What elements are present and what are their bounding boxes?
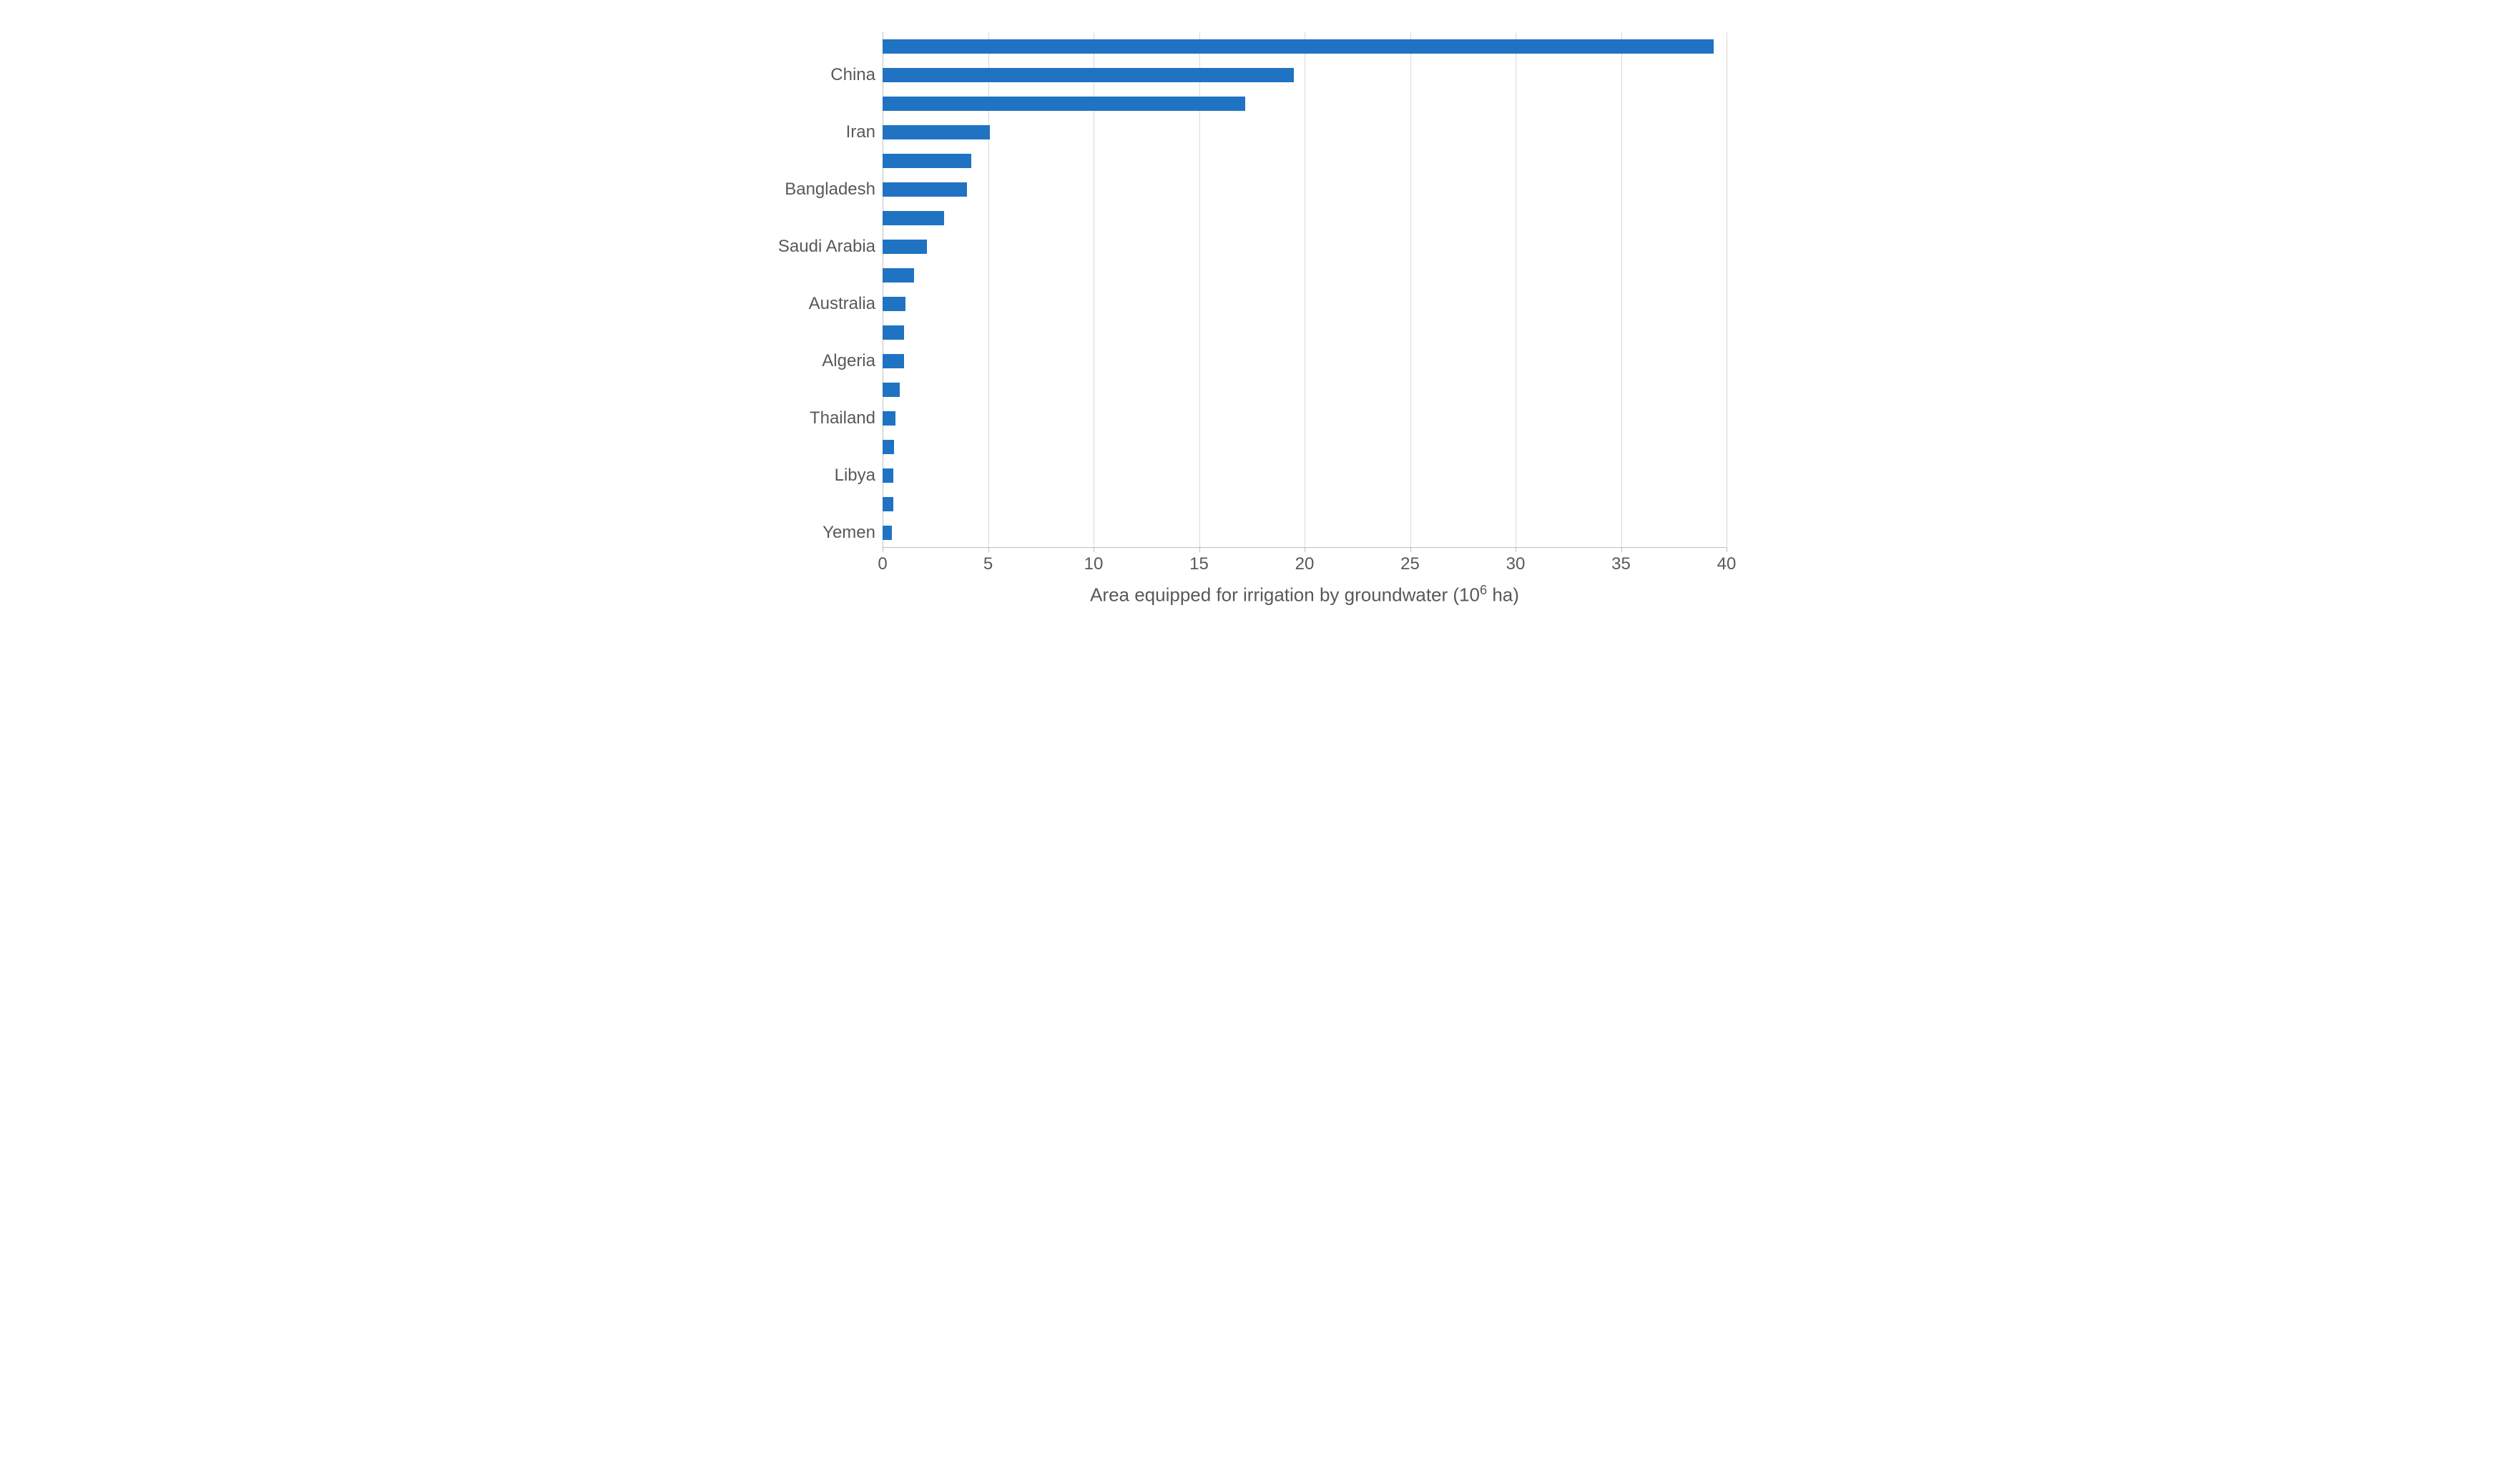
x-tick-label: 25	[1400, 554, 1420, 574]
y-tick-label: China	[754, 67, 875, 84]
x-tick-label: 35	[1611, 554, 1631, 574]
x-tick-label: 20	[1295, 554, 1315, 574]
x-tick-mark	[1621, 547, 1622, 552]
bar	[883, 440, 894, 454]
plot-area	[883, 32, 1727, 548]
bar	[883, 383, 900, 397]
bar	[883, 39, 1714, 54]
y-tick-label: Yemen	[754, 524, 875, 541]
bar	[883, 526, 892, 540]
x-tick-label: 30	[1506, 554, 1526, 574]
x-tick-mark	[1410, 547, 1411, 552]
x-tick-label: 0	[878, 554, 887, 574]
bar	[883, 68, 1294, 82]
gridline	[1410, 32, 1411, 547]
x-tick-label: 15	[1189, 554, 1209, 574]
x-axis-label: Area equipped for irrigation by groundwa…	[883, 583, 1727, 606]
bar	[883, 411, 895, 426]
y-tick-label: Iran	[754, 124, 875, 141]
bar	[883, 182, 967, 197]
x-tick-mark	[988, 547, 989, 552]
bar	[883, 325, 904, 340]
bar	[883, 125, 990, 139]
y-tick-label: Australia	[754, 295, 875, 313]
x-tick-label: 5	[983, 554, 993, 574]
y-tick-label: Libya	[754, 467, 875, 484]
bar	[883, 268, 914, 282]
bar	[883, 297, 905, 311]
bar	[883, 211, 944, 225]
y-tick-label: Bangladesh	[754, 181, 875, 198]
bar	[883, 240, 927, 254]
bar-chart: Area equipped for irrigation by groundwa…	[754, 29, 1755, 615]
y-tick-label: Saudi Arabia	[754, 238, 875, 255]
bar	[883, 154, 971, 168]
x-tick-mark	[1199, 547, 1200, 552]
y-tick-label: Thailand	[754, 410, 875, 427]
bar	[883, 97, 1245, 111]
x-tick-label: 10	[1084, 554, 1104, 574]
bar	[883, 497, 893, 511]
bar	[883, 468, 893, 483]
gridline	[1621, 32, 1622, 547]
x-tick-label: 40	[1717, 554, 1737, 574]
y-tick-label: Algeria	[754, 353, 875, 370]
bar	[883, 354, 904, 368]
